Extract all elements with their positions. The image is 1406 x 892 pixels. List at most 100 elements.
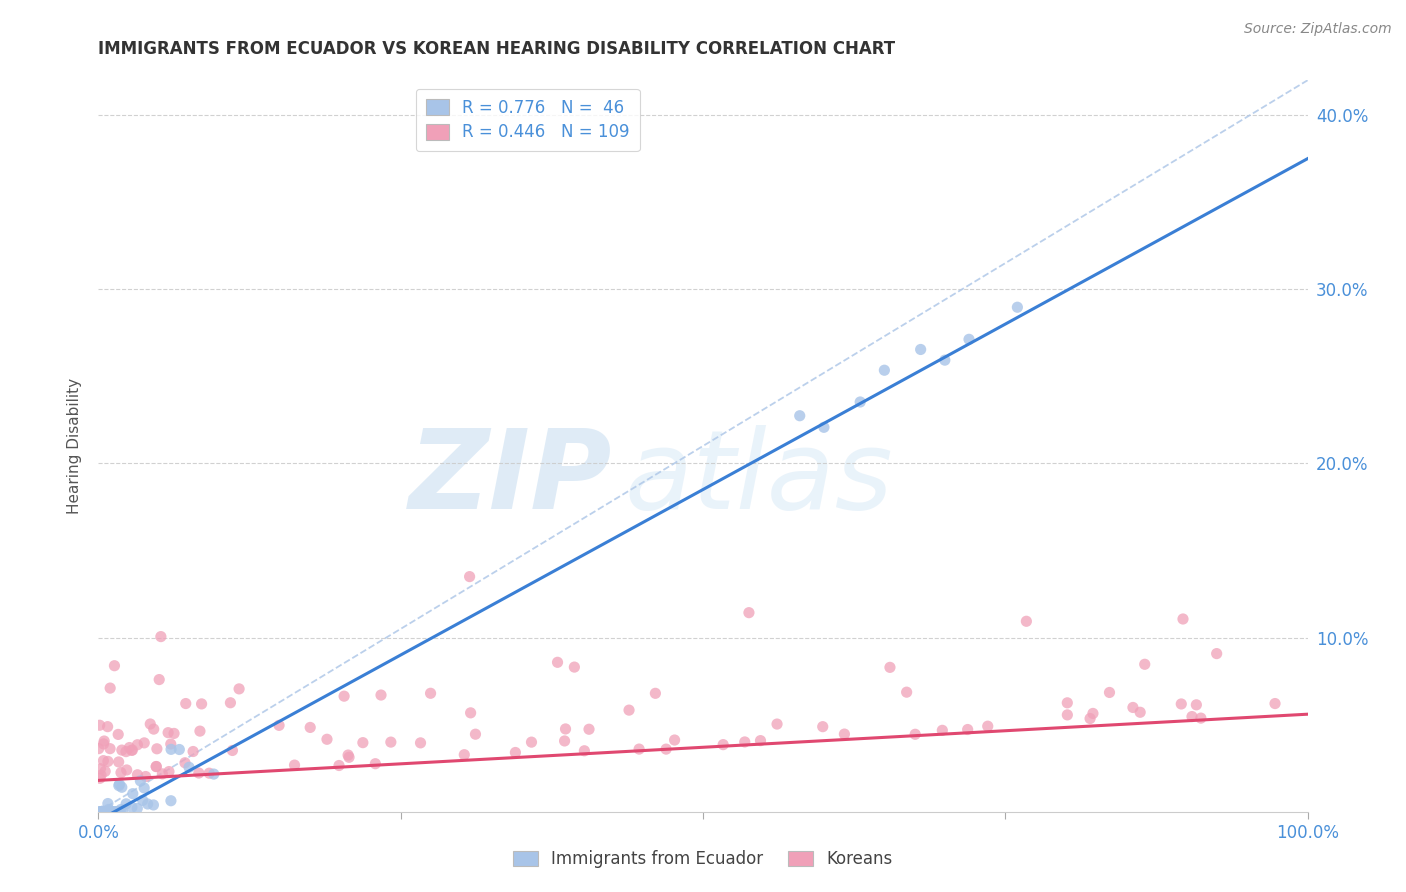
Point (134, 780, 156, 795)
Point (766, 717, 789, 731)
Point (337, 750, 360, 764)
Point (142, 722, 165, 736)
Point (1189, 711, 1212, 725)
Point (157, 725, 180, 739)
Point (789, 409, 811, 423)
Point (174, 697, 197, 711)
Point (554, 734, 576, 748)
Point (364, 756, 387, 771)
Point (931, 723, 953, 738)
Point (115, 763, 138, 777)
Point (159, 737, 181, 751)
Point (163, 726, 186, 740)
Point (108, 779, 131, 793)
Legend: R = 0.776   N =  46, R = 0.446   N = 109: R = 0.776 N = 46, R = 0.446 N = 109 (416, 88, 640, 152)
Point (1056, 707, 1078, 722)
Point (904, 727, 927, 741)
Point (574, 744, 596, 758)
Point (655, 742, 678, 756)
Point (1171, 612, 1194, 626)
Point (188, 724, 211, 739)
Point (107, 755, 129, 769)
Point (134, 736, 156, 750)
Point (228, 681, 250, 696)
Point (142, 797, 165, 812)
Point (103, 658, 125, 673)
Point (879, 660, 901, 674)
Point (101, 805, 124, 819)
Point (333, 689, 356, 703)
Point (1185, 698, 1208, 712)
Point (198, 766, 221, 780)
Point (956, 723, 979, 737)
Point (90, 805, 112, 819)
Point (91, 804, 114, 818)
Point (96, 805, 118, 819)
Point (160, 794, 183, 808)
Point (87, 741, 110, 756)
Point (873, 363, 896, 377)
Point (93, 734, 115, 748)
Point (145, 759, 167, 773)
Point (1081, 706, 1104, 721)
Point (460, 706, 482, 720)
Point (107, 805, 129, 819)
Point (283, 758, 305, 772)
Point (458, 569, 481, 583)
Point (89, 805, 111, 819)
Point (105, 805, 128, 819)
Point (267, 718, 290, 732)
Point (1098, 685, 1121, 699)
Point (149, 630, 172, 644)
Point (910, 343, 932, 357)
Point (169, 742, 191, 756)
Point (554, 722, 576, 736)
Point (419, 686, 441, 700)
Point (98, 741, 121, 756)
Point (578, 723, 600, 737)
Point (89, 772, 111, 786)
Point (547, 655, 569, 669)
Point (1015, 615, 1038, 629)
Point (409, 736, 432, 750)
Y-axis label: Hearing Disability: Hearing Disability (67, 378, 83, 514)
Point (110, 765, 132, 780)
Point (97, 720, 120, 734)
Point (90, 805, 112, 819)
Point (127, 801, 149, 815)
Point (299, 721, 322, 735)
Point (1205, 647, 1227, 661)
Point (139, 717, 162, 731)
Point (127, 738, 149, 752)
Point (219, 696, 242, 710)
Point (94, 764, 117, 779)
Point (104, 805, 127, 819)
Point (1170, 697, 1192, 711)
Point (1181, 709, 1204, 723)
Point (352, 736, 374, 750)
Point (564, 660, 586, 674)
Point (957, 332, 980, 346)
Point (849, 395, 872, 409)
Point (505, 746, 527, 760)
Point (115, 745, 138, 759)
Point (934, 353, 956, 368)
Point (121, 743, 143, 757)
Point (221, 743, 243, 757)
Point (1133, 657, 1156, 672)
Point (181, 744, 204, 758)
Point (664, 733, 686, 747)
Point (617, 703, 640, 717)
Point (97, 797, 120, 811)
Point (328, 758, 350, 772)
Point (813, 420, 835, 434)
Point (131, 793, 153, 807)
Point (89, 805, 111, 819)
Point (118, 740, 141, 755)
Point (177, 760, 200, 774)
Point (97, 802, 120, 816)
Point (94, 805, 117, 819)
Point (121, 800, 143, 814)
Text: Source: ZipAtlas.com: Source: ZipAtlas.com (1244, 22, 1392, 37)
Point (187, 766, 209, 780)
